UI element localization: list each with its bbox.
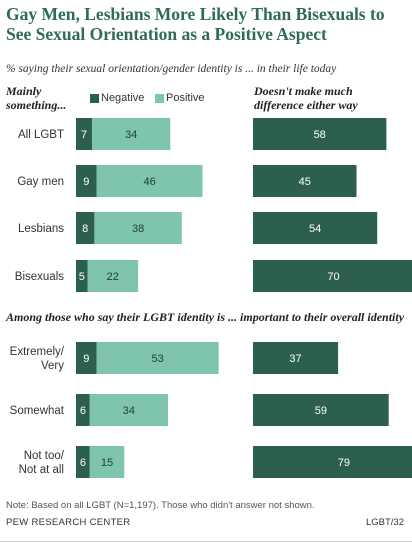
category-label: Lesbians <box>18 223 64 235</box>
no-difference-value-label: 59 <box>315 405 327 417</box>
negative-value-label: 5 <box>79 271 85 283</box>
no-difference-value-label: 37 <box>289 353 301 365</box>
no-difference-bar <box>253 212 378 244</box>
positive-value-label: 34 <box>123 405 135 417</box>
chart-title: Gay Men, Lesbians More Likely Than Bisex… <box>6 4 385 44</box>
negative-bar <box>76 446 90 478</box>
negative-value-label: 7 <box>81 129 87 141</box>
category-label: Somewhat <box>10 405 65 417</box>
legend-positive-swatch <box>155 94 164 103</box>
positive-bar <box>89 446 125 478</box>
no-difference-bar <box>253 165 357 197</box>
legend-negative-label: Negative <box>101 92 145 104</box>
positive-value-label: 22 <box>107 271 119 283</box>
negative-value-label: 9 <box>83 353 89 365</box>
negative-bar <box>76 342 97 374</box>
positive-value-label: 38 <box>132 223 144 235</box>
negative-value-label: 9 <box>83 176 89 188</box>
negative-bar <box>76 260 88 292</box>
positive-value-label: 34 <box>125 129 137 141</box>
category-label: Not too/Not at all <box>19 450 65 476</box>
report-code: LGBT/32 <box>365 517 404 528</box>
positive-bar <box>96 165 203 197</box>
chart-note: Note: Based on all LGBT (N=1,197). Those… <box>6 500 315 511</box>
negative-value-label: 8 <box>82 223 88 235</box>
positive-bar <box>92 118 171 150</box>
positive-bar <box>94 212 182 244</box>
legend-negative-swatch <box>90 94 99 103</box>
positive-bar <box>89 394 168 426</box>
category-label: Gay men <box>17 176 64 188</box>
group-heading: Among those who say their LGBT identity … <box>6 310 405 324</box>
category-label: Extremely/Very <box>10 346 65 372</box>
positive-value-label: 53 <box>152 353 164 365</box>
bottom-divider <box>0 541 412 542</box>
negative-bar <box>76 118 93 150</box>
no-difference-value-label: 70 <box>327 271 339 283</box>
category-label: All LGBT <box>18 129 64 141</box>
no-difference-value-label: 79 <box>338 457 350 469</box>
positive-value-label: 15 <box>101 457 113 469</box>
no-difference-value-label: 58 <box>314 129 326 141</box>
source-label: PEW RESEARCH CENTER <box>6 517 131 528</box>
positive-bar <box>96 342 219 374</box>
category-label: Bisexuals <box>15 271 64 283</box>
negative-bar <box>76 212 95 244</box>
positive-bar <box>87 260 139 292</box>
positive-value-label: 46 <box>143 176 155 188</box>
column-head-no-difference: Doesn't make much difference either way <box>254 84 358 112</box>
no-difference-bar <box>253 260 412 292</box>
column-head-mainly: Mainly something... <box>6 84 67 112</box>
legend-positive-label: Positive <box>166 92 205 104</box>
chart-subtitle: % saying their sexual orientation/gender… <box>6 63 337 75</box>
negative-bar <box>76 394 90 426</box>
no-difference-bar <box>253 118 387 150</box>
no-difference-value-label: 54 <box>309 223 321 235</box>
negative-value-label: 6 <box>80 405 86 417</box>
no-difference-bar <box>253 394 389 426</box>
no-difference-bar <box>253 342 339 374</box>
no-difference-value-label: 45 <box>299 176 311 188</box>
no-difference-bar <box>253 446 412 478</box>
negative-bar <box>76 165 97 197</box>
negative-value-label: 6 <box>80 457 86 469</box>
